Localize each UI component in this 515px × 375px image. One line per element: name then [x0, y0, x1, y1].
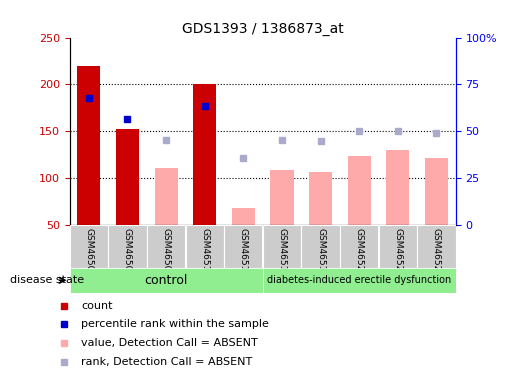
- Bar: [70, 225, 108, 268]
- Text: percentile rank within the sample: percentile rank within the sample: [81, 320, 269, 329]
- Text: GSM46519: GSM46519: [316, 228, 325, 277]
- Bar: [340, 225, 379, 268]
- Text: GSM46508: GSM46508: [162, 228, 170, 277]
- Text: GSM46500: GSM46500: [84, 228, 93, 277]
- Bar: [263, 268, 456, 292]
- Bar: [70, 268, 263, 292]
- Text: rank, Detection Call = ABSENT: rank, Detection Call = ABSENT: [81, 357, 252, 367]
- Text: GSM46522: GSM46522: [432, 228, 441, 277]
- Bar: [379, 225, 417, 268]
- Bar: [185, 225, 224, 268]
- Bar: [224, 225, 263, 268]
- Bar: [309, 172, 332, 225]
- Bar: [108, 225, 147, 268]
- Bar: [263, 225, 301, 268]
- Bar: [77, 66, 100, 225]
- Title: GDS1393 / 1386873_at: GDS1393 / 1386873_at: [182, 22, 344, 36]
- Bar: [193, 84, 216, 225]
- Text: GSM46518: GSM46518: [278, 228, 286, 277]
- Bar: [425, 158, 448, 225]
- Bar: [417, 225, 456, 268]
- Bar: [232, 208, 255, 225]
- Text: value, Detection Call = ABSENT: value, Detection Call = ABSENT: [81, 338, 258, 348]
- Bar: [147, 225, 185, 268]
- Bar: [301, 225, 340, 268]
- Text: control: control: [144, 274, 188, 287]
- Text: GSM46516: GSM46516: [239, 228, 248, 277]
- Text: GSM46521: GSM46521: [393, 228, 402, 277]
- Text: count: count: [81, 301, 113, 310]
- Bar: [154, 168, 178, 225]
- Text: disease state: disease state: [10, 275, 84, 285]
- Text: GSM46503: GSM46503: [123, 228, 132, 277]
- Text: GSM46512: GSM46512: [200, 228, 209, 277]
- Bar: [348, 156, 371, 225]
- Bar: [270, 170, 294, 225]
- Bar: [116, 129, 139, 225]
- Text: diabetes-induced erectile dysfunction: diabetes-induced erectile dysfunction: [267, 275, 451, 285]
- Text: GSM46520: GSM46520: [355, 228, 364, 277]
- Bar: [386, 150, 409, 225]
